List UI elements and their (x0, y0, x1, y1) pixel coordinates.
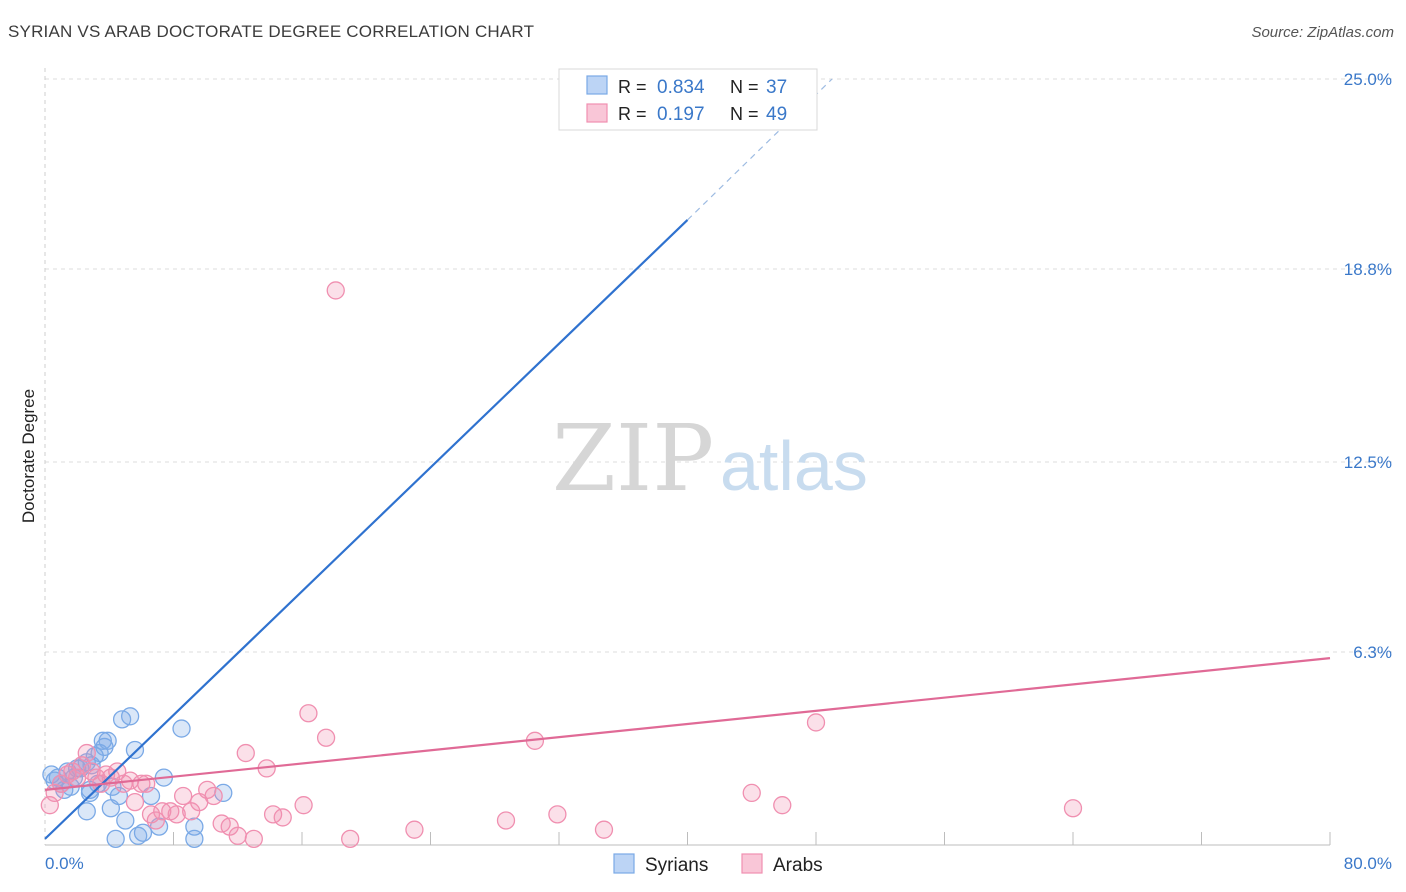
legend-n-value-syrians: 37 (766, 77, 787, 98)
y-tick-label-1: 12.5% (1344, 453, 1392, 472)
arabs-trendline (44, 657, 1331, 791)
y-tick-label-2: 18.8% (1344, 260, 1392, 279)
grid-lines (44, 68, 1392, 846)
syrians-trendline (44, 219, 689, 840)
bottom-legend: Syrians Arabs (613, 853, 823, 876)
syrians-point-20 (98, 731, 117, 750)
legend-r-value-syrians: 0.834 (657, 77, 705, 98)
arabs-point-39 (316, 728, 336, 747)
syrians-point-34 (172, 719, 191, 738)
bottom-legend-arabs: Arabs (773, 855, 823, 876)
legend-r-label-arabs: R = (618, 104, 647, 124)
legend-n-value-arabs: 49 (766, 104, 787, 125)
x-tick-label-1: 80.0% (1344, 854, 1392, 873)
chart-title: SYRIAN VS ARAB DOCTORATE DEGREE CORRELAT… (8, 22, 535, 41)
arabs-point-32 (236, 743, 255, 763)
syrians-point-15 (77, 802, 96, 821)
syrians-point-28 (125, 740, 145, 760)
legend-n-label-syrians: N = (730, 77, 759, 97)
arabs-point-8 (82, 762, 101, 781)
legend-swatch-syrians (586, 75, 608, 95)
arabs-point-49 (806, 713, 826, 732)
watermark-atlas: atlas (720, 427, 868, 505)
arabs-point-42 (405, 820, 424, 839)
legend-swatch-arabs (586, 103, 608, 123)
arabs-point-41 (341, 829, 360, 849)
arabs-point-31 (228, 826, 247, 845)
watermark-zip: ZIP (552, 405, 714, 512)
chart-source: Source: ZipAtlas.com (1251, 24, 1394, 41)
legend-box: R = 0.834 N = 37 R = 0.197 N = 49 (558, 68, 818, 131)
legend-n-label-arabs: N = (730, 104, 759, 124)
arabs-point-36 (273, 808, 292, 827)
arabs-point-23 (167, 805, 186, 824)
arabs-point-37 (294, 796, 313, 815)
x-tick-label-0: 0.0% (45, 854, 84, 873)
y-tick-label-0: 6.3% (1353, 643, 1392, 662)
bottom-legend-syrians: Syrians (645, 855, 708, 876)
syrians-point-36 (185, 817, 204, 836)
arabs-point-4 (63, 762, 82, 781)
legend-r-label-syrians: R = (618, 77, 647, 97)
y-tick-label-3: 25.0% (1344, 70, 1392, 89)
series-arabs (40, 281, 1083, 849)
arabs-point-40 (326, 281, 345, 300)
syrians-point-18 (93, 731, 112, 750)
arabs-point-19 (141, 805, 161, 824)
syrians-point-26 (116, 811, 135, 830)
y-axis-label: Doctorate Degree (19, 389, 38, 523)
arabs-point-47 (742, 783, 761, 803)
arabs-point-16 (125, 792, 145, 812)
legend-r-value-arabs: 0.197 (657, 104, 705, 125)
arabs-point-28 (204, 786, 223, 806)
syrians-point-24 (106, 829, 125, 849)
bottom-legend-swatch-syrians (613, 853, 635, 874)
arabs-point-43 (496, 811, 516, 830)
syrians-point-27 (120, 707, 140, 726)
arabs-point-48 (773, 796, 792, 815)
arabs-point-50 (1063, 799, 1083, 818)
arabs-point-20 (146, 811, 165, 830)
arabs-point-24 (173, 786, 193, 806)
arabs-point-33 (244, 829, 263, 849)
bottom-legend-swatch-arabs (741, 853, 763, 874)
arabs-point-46 (594, 820, 614, 839)
arabs-point-7 (77, 743, 96, 763)
syrians-point-30 (133, 823, 153, 842)
arabs-point-38 (299, 704, 318, 723)
arabs-point-45 (548, 805, 567, 824)
